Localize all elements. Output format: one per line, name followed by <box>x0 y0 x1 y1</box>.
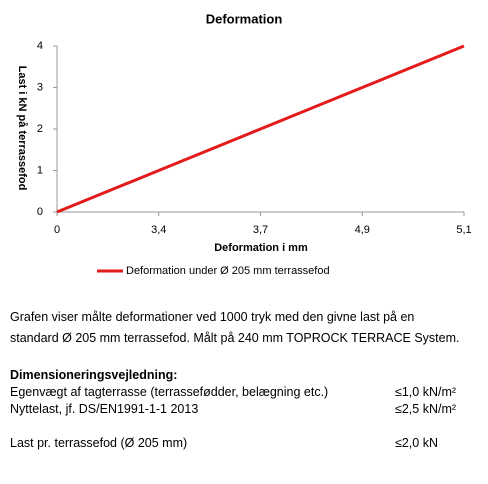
data-line <box>56 44 465 214</box>
y-tick-label: 4 <box>37 40 43 52</box>
spacer <box>10 418 480 435</box>
spec-label: Egenvægt af tagterrasse (terrassefødder,… <box>10 385 329 399</box>
y-axis-label: Last i kN på terrassefod <box>16 66 28 191</box>
heading: Dimensioneringsvejledning: <box>10 368 178 382</box>
document: Grafen viser målte deformationer ved 100… <box>10 307 480 452</box>
y-tick-label: 0 <box>37 206 43 218</box>
intro-line: Grafen viser målte deformationer ved 100… <box>10 310 415 324</box>
spec-row: Egenvægt af tagterrasse (terrassefødder,… <box>10 384 480 401</box>
intro-line: standard Ø 205 mm terrassefod. Målt på 2… <box>10 331 460 345</box>
y-tick-label: 3 <box>37 81 43 93</box>
spec-row: Last pr. terrassefod (Ø 205 mm) ≤2,0 kN <box>10 435 480 452</box>
x-tick-label: 4,9 <box>355 224 370 236</box>
x-axis-label: Deformation i mm <box>214 242 308 254</box>
spec-row: Nyttelast, jf. DS/EN1991-1-1 2013 ≤2,5 kN… <box>10 401 480 418</box>
chart: Deformation Last i kN på terrassefod Def… <box>16 11 472 277</box>
chart-title: Deformation <box>206 11 283 26</box>
spec-label: Last pr. terrassefod (Ø 205 mm) <box>10 436 188 450</box>
x-tick-label: 3,4 <box>151 224 166 236</box>
x-tick-label: 5,1 <box>456 224 471 236</box>
x-tick-label: 0 <box>54 224 60 236</box>
y-tick-label: 2 <box>37 123 43 135</box>
spec-value: ≤1,0 kN/m² <box>395 385 457 399</box>
spec-label: Nyttelast, jf. DS/EN1991-1-1 2013 <box>10 402 199 416</box>
intro: Grafen viser målte deformationer ved 100… <box>10 307 480 349</box>
x-tick-label: 3,7 <box>253 224 268 236</box>
spec-value: ≤2,0 kN <box>395 436 438 450</box>
y-tick-label: 1 <box>37 164 43 176</box>
legend-label: Deformation under Ø 205 mm terrassefod <box>126 265 330 277</box>
spec-value: ≤2,5 kN/m² <box>395 402 457 416</box>
